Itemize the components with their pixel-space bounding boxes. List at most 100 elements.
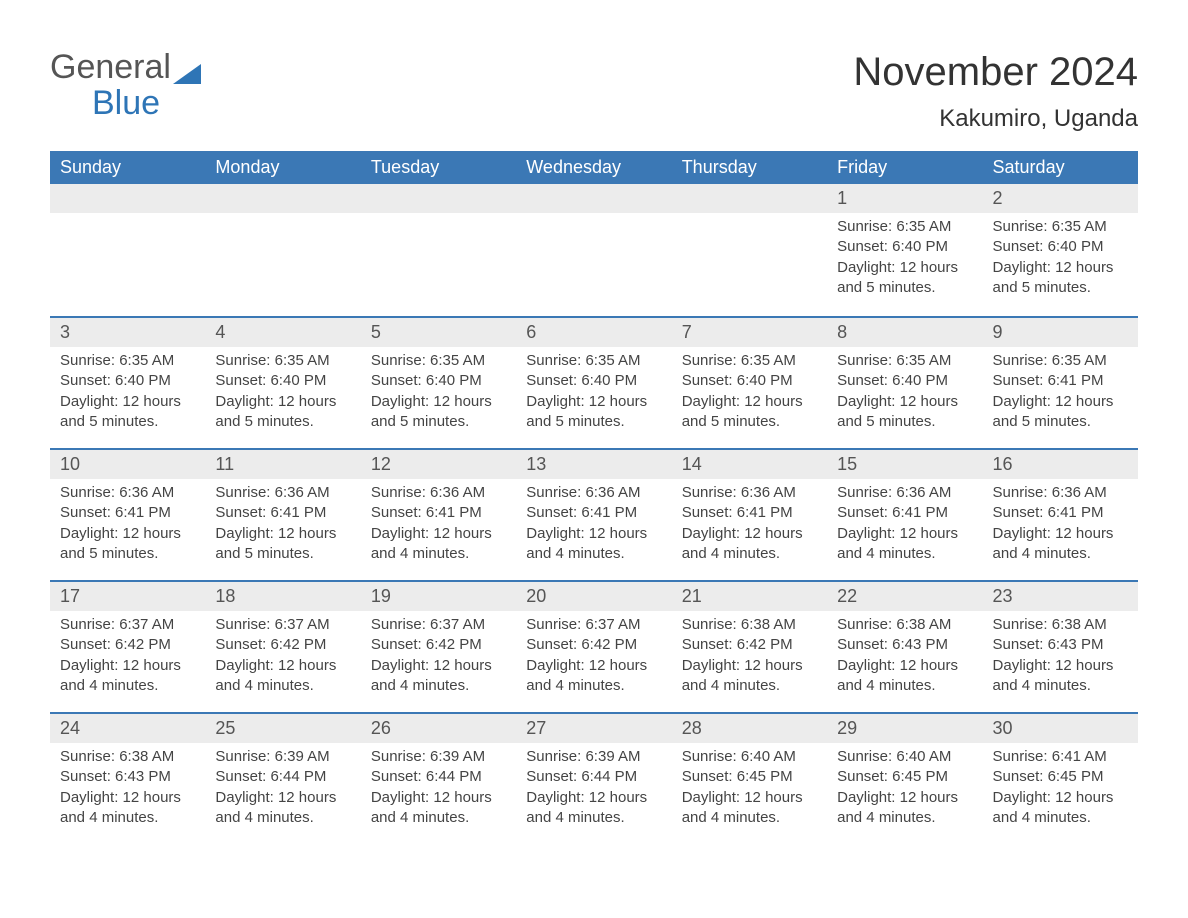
sunset-label: Sunset: — [215, 372, 266, 389]
sunset-value: 6:44 PM — [581, 768, 637, 785]
day-cell: 25Sunrise: 6:39 AMSunset: 6:44 PMDayligh… — [205, 712, 360, 844]
day-cell: 11Sunrise: 6:36 AMSunset: 6:41 PMDayligh… — [205, 448, 360, 580]
day-cell: 28Sunrise: 6:40 AMSunset: 6:45 PMDayligh… — [672, 712, 827, 844]
day-number-band — [50, 184, 205, 213]
daylight-line: Daylight: 12 hours and 4 minutes. — [215, 656, 350, 697]
daylight-line: Daylight: 12 hours and 5 minutes. — [837, 392, 972, 433]
sunrise-value: 6:35 AM — [1052, 218, 1107, 235]
daylight-line: Daylight: 12 hours and 4 minutes. — [993, 656, 1128, 697]
brand-triangle-icon — [173, 56, 201, 90]
sunrise-line: Sunrise: 6:37 AM — [60, 615, 195, 635]
daylight-label: Daylight: — [371, 525, 429, 542]
sunrise-label: Sunrise: — [682, 352, 737, 369]
sunset-value: 6:41 PM — [1048, 372, 1104, 389]
sunset-value: 6:40 PM — [1048, 238, 1104, 255]
day-number: 24 — [60, 718, 80, 738]
day-body: Sunrise: 6:35 AMSunset: 6:40 PMDaylight:… — [672, 347, 827, 438]
sunrise-value: 6:35 AM — [585, 352, 640, 369]
daylight-line: Daylight: 12 hours and 4 minutes. — [526, 656, 661, 697]
day-number-band: 11 — [205, 448, 360, 479]
sunset-line: Sunset: 6:40 PM — [682, 371, 817, 391]
sunset-line: Sunset: 6:41 PM — [371, 503, 506, 523]
day-number-band: 23 — [983, 580, 1138, 611]
day-number: 1 — [837, 188, 847, 208]
sunrise-line: Sunrise: 6:36 AM — [682, 483, 817, 503]
sunrise-value: 6:35 AM — [896, 352, 951, 369]
sunset-line: Sunset: 6:43 PM — [993, 635, 1128, 655]
week-row: 17Sunrise: 6:37 AMSunset: 6:42 PMDayligh… — [50, 580, 1138, 712]
daylight-label: Daylight: — [993, 525, 1051, 542]
sunset-label: Sunset: — [60, 372, 111, 389]
day-body: Sunrise: 6:36 AMSunset: 6:41 PMDaylight:… — [516, 479, 671, 570]
daylight-label: Daylight: — [215, 525, 273, 542]
sunrise-value: 6:35 AM — [896, 218, 951, 235]
sunrise-value: 6:35 AM — [275, 352, 330, 369]
sunrise-label: Sunrise: — [837, 748, 892, 765]
sunset-label: Sunset: — [371, 504, 422, 521]
sunset-label: Sunset: — [215, 768, 266, 785]
day-number-band: 15 — [827, 448, 982, 479]
sunrise-value: 6:39 AM — [430, 748, 485, 765]
day-cell: 2Sunrise: 6:35 AMSunset: 6:40 PMDaylight… — [983, 184, 1138, 316]
day-body: Sunrise: 6:35 AMSunset: 6:40 PMDaylight:… — [827, 347, 982, 438]
sunset-value: 6:45 PM — [737, 768, 793, 785]
sunrise-line: Sunrise: 6:39 AM — [371, 747, 506, 767]
sunrise-label: Sunrise: — [837, 218, 892, 235]
sunset-value: 6:40 PM — [892, 238, 948, 255]
sunrise-label: Sunrise: — [682, 748, 737, 765]
day-body — [361, 213, 516, 293]
day-cell: 27Sunrise: 6:39 AMSunset: 6:44 PMDayligh… — [516, 712, 671, 844]
daylight-line: Daylight: 12 hours and 5 minutes. — [993, 392, 1128, 433]
day-body: Sunrise: 6:35 AMSunset: 6:40 PMDaylight:… — [983, 213, 1138, 304]
sunrise-line: Sunrise: 6:39 AM — [526, 747, 661, 767]
sunset-line: Sunset: 6:40 PM — [837, 371, 972, 391]
daylight-line: Daylight: 12 hours and 4 minutes. — [682, 788, 817, 829]
day-cell — [50, 184, 205, 316]
day-cell: 10Sunrise: 6:36 AMSunset: 6:41 PMDayligh… — [50, 448, 205, 580]
day-body: Sunrise: 6:35 AMSunset: 6:40 PMDaylight:… — [205, 347, 360, 438]
day-number: 21 — [682, 586, 702, 606]
sunrise-label: Sunrise: — [526, 748, 581, 765]
day-number: 28 — [682, 718, 702, 738]
day-body — [50, 213, 205, 293]
sunset-label: Sunset: — [526, 768, 577, 785]
day-cell: 5Sunrise: 6:35 AMSunset: 6:40 PMDaylight… — [361, 316, 516, 448]
sunset-line: Sunset: 6:40 PM — [526, 371, 661, 391]
day-body: Sunrise: 6:36 AMSunset: 6:41 PMDaylight:… — [672, 479, 827, 570]
day-number: 8 — [837, 322, 847, 342]
sunrise-label: Sunrise: — [60, 616, 115, 633]
daylight-line: Daylight: 12 hours and 4 minutes. — [682, 524, 817, 565]
daylight-label: Daylight: — [682, 789, 740, 806]
sunrise-label: Sunrise: — [993, 484, 1048, 501]
brand-logo: General Blue — [50, 50, 201, 120]
day-number: 20 — [526, 586, 546, 606]
sunset-label: Sunset: — [837, 372, 888, 389]
sunset-line: Sunset: 6:41 PM — [993, 503, 1128, 523]
day-cell — [672, 184, 827, 316]
sunrise-label: Sunrise: — [993, 352, 1048, 369]
day-number-band: 12 — [361, 448, 516, 479]
day-cell: 17Sunrise: 6:37 AMSunset: 6:42 PMDayligh… — [50, 580, 205, 712]
daylight-line: Daylight: 12 hours and 5 minutes. — [993, 258, 1128, 299]
day-cell: 13Sunrise: 6:36 AMSunset: 6:41 PMDayligh… — [516, 448, 671, 580]
sunset-label: Sunset: — [682, 372, 733, 389]
day-number-band: 7 — [672, 316, 827, 347]
day-number: 15 — [837, 454, 857, 474]
day-cell — [361, 184, 516, 316]
day-number: 12 — [371, 454, 391, 474]
sunset-label: Sunset: — [837, 504, 888, 521]
daylight-line: Daylight: 12 hours and 4 minutes. — [526, 524, 661, 565]
sunrise-label: Sunrise: — [837, 484, 892, 501]
day-cell: 12Sunrise: 6:36 AMSunset: 6:41 PMDayligh… — [361, 448, 516, 580]
day-cell: 9Sunrise: 6:35 AMSunset: 6:41 PMDaylight… — [983, 316, 1138, 448]
location-subtitle: Kakumiro, Uganda — [853, 105, 1138, 133]
sunset-label: Sunset: — [993, 372, 1044, 389]
daylight-line: Daylight: 12 hours and 5 minutes. — [215, 524, 350, 565]
day-body: Sunrise: 6:36 AMSunset: 6:41 PMDaylight:… — [983, 479, 1138, 570]
day-body: Sunrise: 6:39 AMSunset: 6:44 PMDaylight:… — [205, 743, 360, 834]
sunset-line: Sunset: 6:45 PM — [837, 767, 972, 787]
sunset-line: Sunset: 6:41 PM — [993, 371, 1128, 391]
daylight-label: Daylight: — [682, 393, 740, 410]
daylight-line: Daylight: 12 hours and 5 minutes. — [837, 258, 972, 299]
sunrise-label: Sunrise: — [837, 616, 892, 633]
